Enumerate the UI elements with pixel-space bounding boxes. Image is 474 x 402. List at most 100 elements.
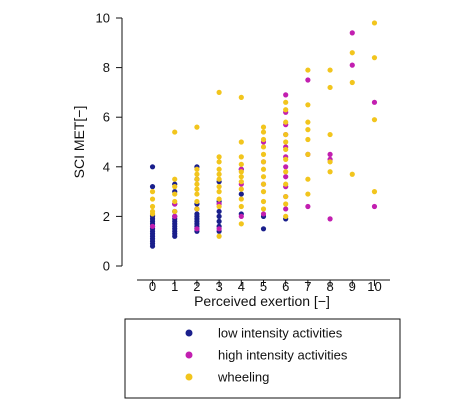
data-point (283, 164, 289, 170)
data-point (260, 206, 267, 212)
data-point (172, 129, 178, 135)
data-point (172, 191, 178, 197)
legend-marker (185, 351, 193, 359)
legend-marker (185, 373, 193, 381)
legend-marker (185, 329, 193, 337)
y-ticks: 0 2 4 6 8 10 (96, 11, 122, 274)
data-point (194, 176, 200, 182)
data-point (349, 171, 355, 177)
data-point (216, 213, 222, 219)
data-point (172, 176, 178, 182)
data-point (149, 189, 156, 195)
data-point (238, 139, 244, 145)
data-point (283, 193, 289, 200)
data-point (149, 196, 156, 202)
data-point (305, 191, 311, 197)
data-point (172, 198, 178, 205)
data-point (327, 159, 333, 165)
data-point (238, 169, 244, 175)
data-point (283, 139, 289, 145)
data-point (305, 102, 311, 108)
data-point (260, 166, 267, 172)
data-point (260, 159, 267, 165)
data-point (305, 203, 311, 210)
x-tick-label: 3 (215, 279, 222, 294)
data-point (327, 216, 333, 222)
data-point (371, 55, 378, 61)
data-point (305, 151, 311, 157)
data-point (216, 226, 222, 232)
data-point (283, 119, 289, 125)
data-point (149, 203, 156, 210)
data-point (260, 129, 267, 135)
data-point (260, 181, 267, 187)
data-point (260, 174, 267, 180)
data-point (371, 203, 378, 210)
data-points (149, 20, 378, 249)
data-point (327, 151, 333, 157)
data-point (371, 99, 378, 105)
data-point (349, 50, 355, 56)
data-point (238, 203, 244, 210)
data-point (194, 166, 200, 172)
data-point (349, 62, 355, 68)
data-point (238, 196, 244, 202)
y-tick-label: 0 (103, 259, 110, 274)
data-point (305, 176, 311, 182)
data-point (283, 201, 289, 207)
x-tick-label: 10 (367, 279, 381, 294)
y-tick-label: 6 (103, 110, 110, 125)
data-point (260, 211, 267, 217)
x-tick-label: 2 (193, 279, 200, 294)
data-point (194, 226, 200, 232)
data-point (305, 77, 311, 83)
data-point (216, 176, 222, 182)
data-point (305, 119, 311, 125)
x-tick-label: 4 (238, 279, 245, 294)
x-tick-label: 8 (326, 279, 333, 294)
data-point (216, 203, 222, 210)
data-point (283, 169, 289, 175)
data-point (216, 89, 222, 95)
data-point (238, 94, 244, 100)
data-point (260, 189, 267, 195)
data-point (283, 181, 289, 187)
data-point (238, 186, 244, 192)
y-tick-label: 4 (103, 159, 110, 174)
x-ticks: 0 1 2 3 4 5 6 7 8 9 10 (149, 279, 382, 294)
legend: low intensity activities high intensity a… (124, 318, 401, 399)
series-group (149, 20, 378, 239)
data-point (260, 226, 267, 232)
data-point (216, 189, 222, 195)
y-tick-label: 10 (96, 11, 110, 26)
data-point (194, 171, 200, 177)
data-point (283, 99, 289, 105)
data-point (305, 67, 311, 73)
data-point (216, 171, 222, 177)
y-tick-label: 8 (103, 60, 110, 75)
data-point (238, 213, 244, 219)
axes (121, 18, 390, 281)
x-axis-title: Perceived exertion [−] (194, 293, 330, 309)
legend-entries: low intensity activities high intensity a… (185, 326, 348, 385)
data-point (238, 161, 244, 167)
x-tick-label: 6 (282, 279, 289, 294)
data-point (349, 79, 355, 86)
legend-box (124, 318, 401, 399)
data-point (371, 189, 378, 195)
data-point (283, 174, 289, 180)
data-point (327, 84, 333, 91)
legend-label: low intensity activities (218, 326, 343, 341)
x-tick-label: 0 (149, 279, 156, 294)
data-point (194, 206, 200, 212)
data-point (194, 181, 200, 187)
data-point (216, 159, 222, 165)
data-point (216, 196, 222, 202)
data-point (283, 213, 289, 219)
x-tick-label: 9 (349, 279, 356, 294)
x-tick-label: 5 (260, 279, 267, 294)
data-point (260, 144, 267, 150)
y-tick-label: 2 (103, 209, 110, 224)
data-point (238, 191, 244, 197)
